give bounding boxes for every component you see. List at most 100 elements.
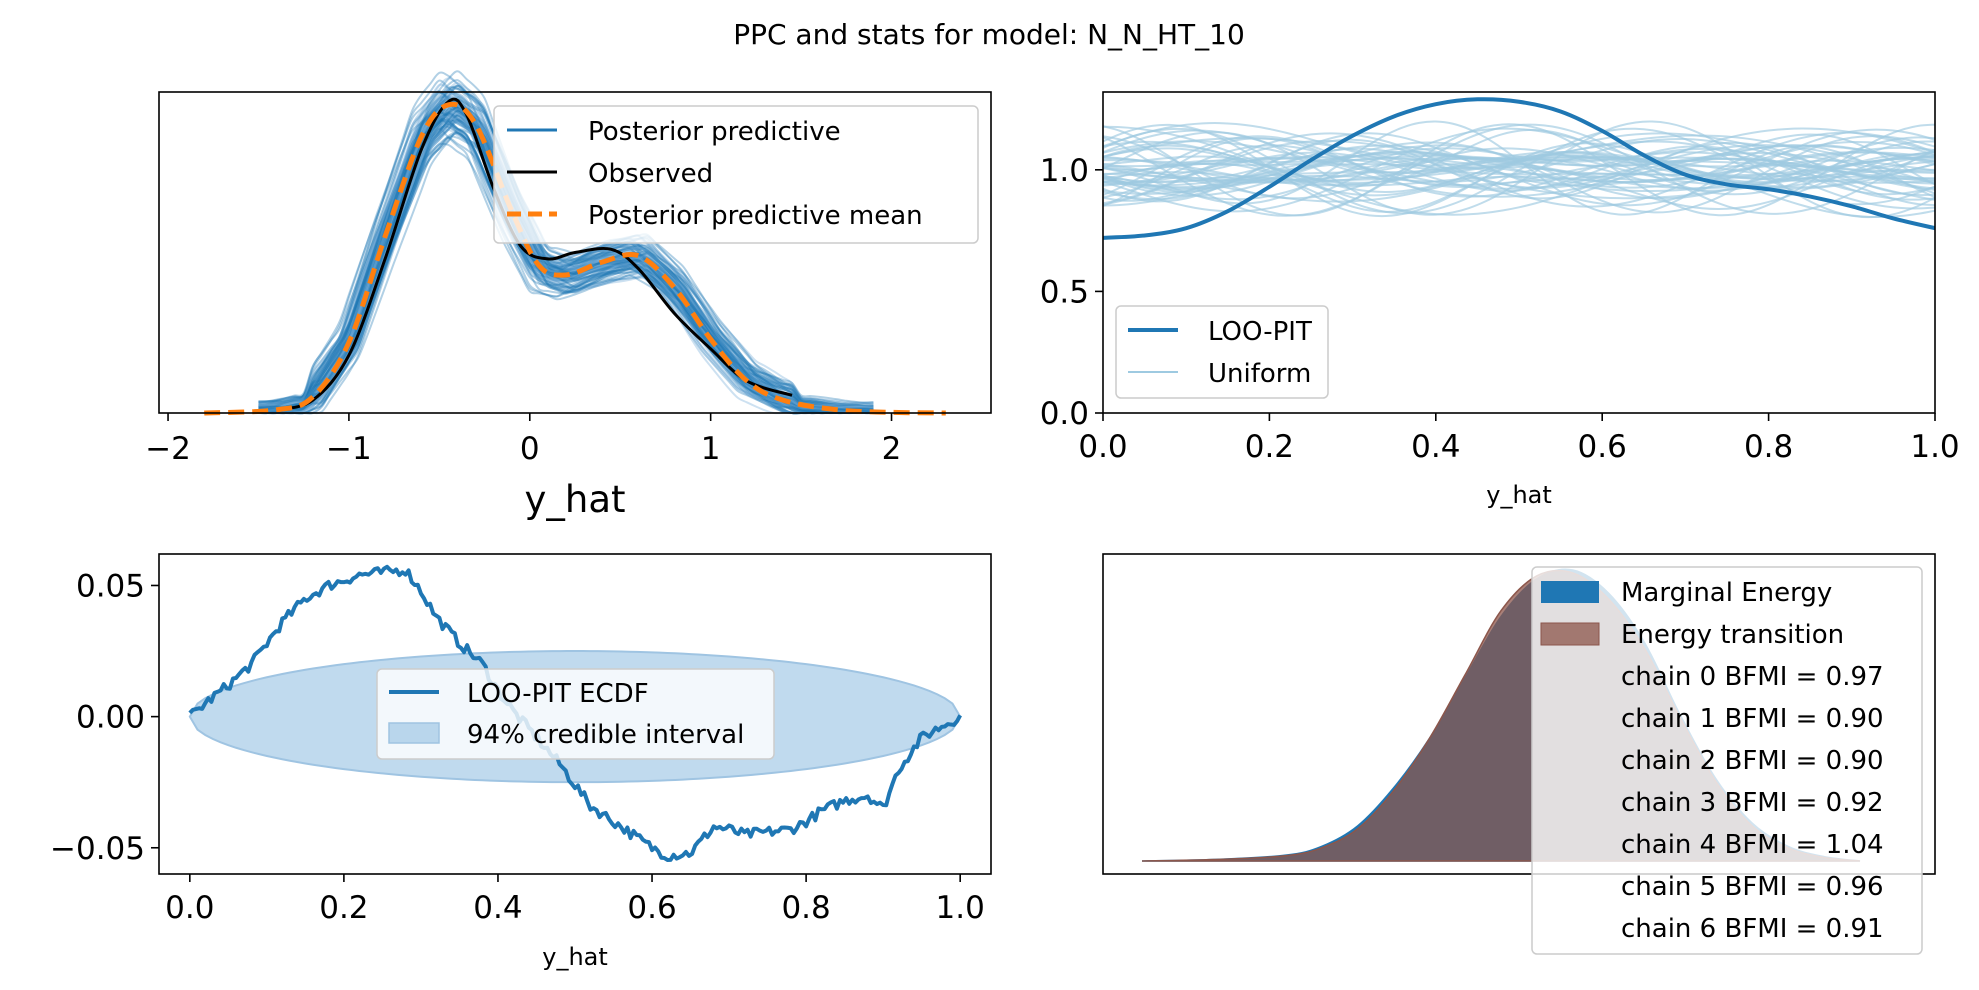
posterior-predictive-line xyxy=(258,118,874,414)
legend: Marginal Energy Energy transition chain 0 … xyxy=(1531,566,1923,955)
posterior-predictive-line xyxy=(258,99,874,413)
legend-entry: chain 4 BFMI = 1.04 xyxy=(1621,830,1884,860)
uniform-line xyxy=(1102,131,1936,208)
x-tick-label: 0.8 xyxy=(781,890,830,926)
uniform-line xyxy=(1102,125,1936,216)
x-tick-label: −1 xyxy=(326,431,372,467)
uniform-line xyxy=(1102,123,1936,217)
axes-frame xyxy=(1102,91,1936,414)
posterior-predictive-line xyxy=(258,108,874,415)
legend-entry: LOO-PIT ECDF xyxy=(467,679,649,709)
energy-panel: Marginal Energy Energy transition chain 0 … xyxy=(1102,553,1936,955)
loo-pit-ecdf-line xyxy=(188,564,962,862)
posterior-predictive-line xyxy=(258,120,874,415)
x-axis-label: y_hat xyxy=(542,943,608,971)
y-tick-label: 0.5 xyxy=(1040,274,1089,310)
legend-entry: Posterior predictive mean xyxy=(588,201,923,231)
axes-frame xyxy=(1102,553,1936,875)
y-tick-label: 0.00 xyxy=(76,700,145,736)
x-tick-label: −2 xyxy=(145,431,191,467)
posterior-predictive-line xyxy=(258,91,874,414)
legend-frame xyxy=(376,668,775,760)
uniform-line xyxy=(1102,135,1936,198)
posterior-predictive-line xyxy=(258,120,874,415)
posterior-predictive-line xyxy=(258,95,874,415)
posterior-predictive-line xyxy=(258,127,874,415)
legend-entry: chain 0 BFMI = 0.97 xyxy=(1621,662,1884,692)
posterior-predictive-line xyxy=(258,91,874,415)
axes-frame xyxy=(158,553,992,875)
posterior-predictive-line xyxy=(258,95,874,414)
ppc-panel: −2 −1 0 1 2 y_hat Posterior predictive Observed… xyxy=(145,70,992,521)
x-tick-label: 1.0 xyxy=(1910,429,1959,465)
posterior-predictive-line xyxy=(258,90,874,415)
posterior-predictive-line xyxy=(258,125,874,413)
posterior-predictive-line xyxy=(258,79,874,414)
posterior-predictive-line xyxy=(258,98,874,415)
loo-pit-line xyxy=(1102,97,1936,240)
legend-entry: Posterior predictive xyxy=(588,117,841,147)
posterior-predictive-line xyxy=(258,102,874,415)
posterior-predictive-line xyxy=(258,128,874,415)
y-tick-label: 0.05 xyxy=(76,568,145,604)
x-tick-label: 0.0 xyxy=(165,890,214,926)
posterior-predictive-line xyxy=(258,91,874,415)
x-tick-label: 2 xyxy=(882,431,902,467)
posterior-predictive-line xyxy=(258,100,874,415)
posterior-predictive-line xyxy=(258,109,874,415)
posterior-predictive-line xyxy=(258,86,874,415)
posterior-predictive-line xyxy=(258,91,874,415)
legend-swatch-marginal-energy xyxy=(1541,581,1599,603)
legend-swatch-energy-transition xyxy=(1540,622,1600,646)
x-tick-label: 0.0 xyxy=(1078,429,1127,465)
posterior-predictive-line xyxy=(258,112,874,414)
uniform-draws xyxy=(1102,120,1936,219)
posterior-predictive-line xyxy=(258,103,874,415)
posterior-predictive-line xyxy=(258,83,874,415)
uniform-line xyxy=(1102,147,1936,191)
posterior-predictive-line xyxy=(258,88,874,415)
posterior-predictive-line xyxy=(258,111,874,414)
legend: Posterior predictive Observed Posterior pr… xyxy=(493,105,979,244)
legend-entry: chain 5 BFMI = 0.96 xyxy=(1621,872,1884,902)
legend-entry: chain 6 BFMI = 0.91 xyxy=(1621,914,1884,944)
x-axis-label: y_hat xyxy=(1486,481,1552,509)
posterior-predictive-line xyxy=(258,109,874,415)
legend-frame xyxy=(493,105,979,244)
x-tick-label: 0.8 xyxy=(1744,429,1793,465)
posterior-predictive-line xyxy=(258,111,874,415)
x-tick-label: 0.4 xyxy=(1411,429,1460,465)
y-tick-label: 1.0 xyxy=(1040,153,1089,189)
uniform-line xyxy=(1102,155,1936,190)
posterior-predictive-line xyxy=(258,87,874,415)
x-tick-label: 0 xyxy=(520,431,540,467)
posterior-predictive-line xyxy=(258,107,874,415)
posterior-predictive-line xyxy=(258,106,874,415)
posterior-predictive-line xyxy=(258,117,874,415)
posterior-predictive-line xyxy=(258,113,874,415)
posterior-predictive-line xyxy=(258,86,874,415)
legend-entry: Energy transition xyxy=(1621,620,1844,650)
y-tick-label: 0.0 xyxy=(1040,396,1089,432)
uniform-line xyxy=(1102,137,1936,207)
posterior-predictive-line xyxy=(258,96,874,415)
x-tick-label: 0.2 xyxy=(1245,429,1294,465)
posterior-predictive-line xyxy=(258,119,874,415)
posterior-predictive-line xyxy=(258,117,874,415)
posterior-predictive-line xyxy=(258,114,874,415)
x-tick-label: 0.4 xyxy=(473,890,522,926)
x-tick-label: 0.6 xyxy=(1578,429,1627,465)
legend: LOO-PIT ECDF 94% credible interval xyxy=(376,668,775,760)
posterior-predictive-line xyxy=(258,107,874,413)
posterior-predictive-line xyxy=(258,98,874,413)
posterior-predictive-line xyxy=(258,102,874,415)
posterior-predictive-line xyxy=(258,142,874,415)
posterior-predictive-line xyxy=(258,109,874,415)
x-tick-label: 1 xyxy=(701,431,721,467)
legend: LOO-PIT Uniform xyxy=(1115,305,1329,399)
posterior-predictive-line xyxy=(258,115,874,415)
y-tick-label: −0.05 xyxy=(50,831,145,867)
legend-entry: LOO-PIT xyxy=(1208,317,1312,347)
legend-frame xyxy=(1531,566,1923,955)
